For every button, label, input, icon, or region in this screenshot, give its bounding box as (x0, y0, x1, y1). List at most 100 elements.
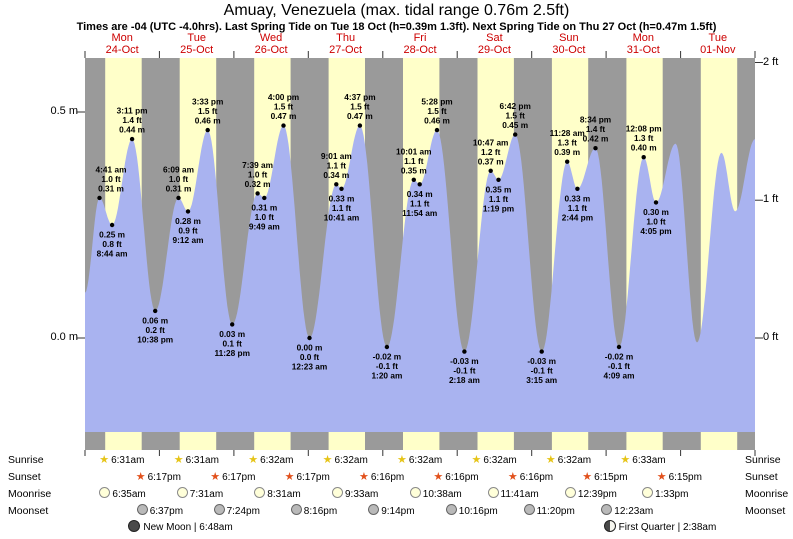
moonset-entry: 12:23am (601, 504, 653, 517)
row-label-sunrise-right: Sunrise (745, 454, 781, 466)
sunset-entry: ★ 6:16pm (508, 470, 553, 483)
sunset-icon: ★ (582, 471, 593, 483)
sunrise-icon: ★ (173, 454, 184, 466)
sunset-icon: ★ (433, 471, 444, 483)
moonset-entry: 9:14pm (368, 504, 415, 517)
day-date: 25-Oct (180, 43, 214, 56)
sunrise-entry: ★ 6:32am (397, 453, 442, 466)
tide-annotation-low: 0.06 m 0.2 ft 10:38 pm (137, 315, 173, 344)
day-name: Wed (259, 32, 283, 44)
tide-annotation-low: 0.03 m 0.1 ft 11:28 pm (214, 329, 250, 358)
sunset-time: 6:15pm (594, 472, 628, 483)
sunrise-entry: ★ 6:32am (323, 453, 368, 466)
sunset-icon: ★ (210, 471, 221, 483)
moonset-icon (445, 504, 457, 515)
row-label-moonset-left: Moonset (8, 505, 49, 517)
tide-extreme-dot (109, 222, 115, 228)
moonrise-time: 7:31am (189, 489, 224, 500)
sunrise-entry: ★ 6:31am (174, 453, 219, 466)
tide-extreme-dot (281, 123, 286, 128)
tide-extreme-dot (616, 344, 622, 350)
sunrise-time: 6:32am (260, 455, 294, 466)
moonrise-entry: 1:33pm (642, 487, 688, 500)
tide-annotation-low: 0.33 m 1.1 ft 2:44 pm (562, 193, 593, 222)
moonrise-entry: 9:33am (332, 487, 378, 500)
moonrise-time: 6:35am (112, 489, 146, 500)
tide-extreme-dot (462, 349, 467, 354)
tide-annotation-low: -0.02 m -0.1 ft 4:09 am (604, 352, 635, 381)
moonset-time: 12:23am (614, 506, 654, 517)
moonrise-time: 8:31am (267, 489, 301, 500)
day-label: Tue 25-Oct (160, 32, 234, 56)
tide-curve-area (85, 125, 755, 432)
row-label-moonrise-left: Moonrise (8, 488, 52, 500)
sunrise-time: 6:32am (483, 455, 517, 466)
tide-annotation-low: 0.30 m 1.0 ft 4:05 pm (640, 207, 671, 236)
moonrise-time: 1:33pm (655, 489, 689, 500)
sunrise-icon: ★ (397, 454, 407, 466)
moonrise-time: 11:41am (500, 489, 539, 500)
sunset-icon: ★ (359, 471, 369, 483)
feet-axis-label: 0 ft (763, 331, 779, 343)
day-date: 28-Oct (403, 43, 437, 56)
feet-axis-label: 1 ft (763, 193, 779, 206)
day-label: Tue 01-Nov (681, 32, 755, 56)
tide-annotation-high: 6:42 pm 1.5 ft 0.45 m (500, 101, 531, 130)
sunrise-entry: ★ 6:32am (472, 453, 517, 466)
moonrise-icon (99, 487, 111, 498)
row-label-sunset-right: Sunset (745, 471, 778, 483)
day-name: Sat (486, 32, 503, 44)
tide-extreme-dot (384, 344, 390, 350)
tide-annotation-high: 4:00 pm 1.5 ft 0.47 m (268, 92, 299, 121)
tide-annotation-high: 11:28 am 1.3 ft 0.39 m (550, 128, 585, 157)
sunrise-icon: ★ (545, 454, 556, 466)
sunrise-time: 6:32am (334, 455, 368, 466)
first-quarter-icon (603, 520, 616, 532)
moonrise-entry: 10:38am (409, 487, 462, 500)
tide-extreme-dot (575, 186, 580, 191)
tide-annotation-low: 0.35 m 1.1 ft 1:19 pm (483, 184, 514, 213)
moonrise-entry: 7:31am (176, 487, 224, 500)
tide-extreme-dot (97, 195, 102, 201)
tide-extreme-dot (539, 349, 544, 354)
moonset-entry: 6:37pm (136, 504, 184, 517)
sunrise-icon: ★ (620, 454, 631, 466)
tide-chart-canvas: 4:41 am 1.0 ft 0.31 m 0.25 m 0.8 ft 8:44 am 3:… (77, 51, 763, 456)
row-label-moonset-right: Moonset (745, 505, 786, 517)
sunrise-time: 6:31am (185, 455, 219, 466)
sunset-entry: ★ 6:17pm (136, 470, 181, 483)
sunset-icon: ★ (284, 471, 295, 483)
day-name: Thu (336, 32, 356, 44)
sunrise-time: 6:33am (632, 455, 666, 466)
tide-annotation-high: 3:11 pm 1.4 ft 0.44 m (117, 106, 148, 135)
day-name: Mon (632, 32, 654, 44)
tide-chart: 4:41 am 1.0 ft 0.31 m 0.25 m 0.8 ft 8:44 am 3:… (77, 51, 763, 456)
tide-annotation-high: 5:28 pm 1.5 ft 0.46 m (421, 97, 452, 126)
moonrise-time: 12:39pm (577, 489, 617, 500)
moonset-time: 6:37pm (149, 506, 184, 517)
moonset-time: 10:16pm (458, 506, 498, 517)
tide-annotation-high: 6:09 am 1.0 ft 0.31 m (163, 164, 194, 193)
sunset-icon: ★ (507, 471, 518, 483)
tide-extreme-dot (205, 127, 210, 133)
sunset-entry: ★ 6:17pm (285, 470, 330, 483)
moonrise-entry: 12:39pm (564, 487, 617, 500)
day-labels-row: Mon 24-Oct Tue 25-Oct Wed 26-Oct Thu 27-Oct Fri 2… (0, 32, 793, 58)
row-label-sunrise-left: Sunrise (8, 454, 44, 466)
moonset-entry: 10:16pm (445, 504, 498, 517)
tide-extreme-dot (307, 335, 312, 341)
sunrise-entry: ★ 6:31am (99, 453, 144, 466)
tide-extreme-dot (129, 136, 135, 142)
sunrise-time: 6:32am (557, 455, 592, 466)
moon-phase-entry: First Quarter | 2:38am (590, 520, 730, 533)
tide-annotation-low: -0.03 m -0.1 ft 2:18 am (449, 356, 480, 385)
moonrise-time: 10:38am (422, 489, 462, 500)
tide-extreme-dot (176, 195, 181, 201)
tide-annotation-high: 7:39 am 1.0 ft 0.32 m (242, 160, 273, 189)
tide-extreme-dot (641, 155, 646, 160)
sunset-time: 6:16pm (370, 472, 405, 483)
moon-phase-entry: New Moon | 6:48am (111, 520, 251, 533)
sunrise-entry: ★ 6:33am (620, 453, 665, 466)
tide-annotation-high: 9:01 am 1.1 ft 0.34 m (321, 151, 352, 180)
moonrise-icon (564, 487, 576, 498)
